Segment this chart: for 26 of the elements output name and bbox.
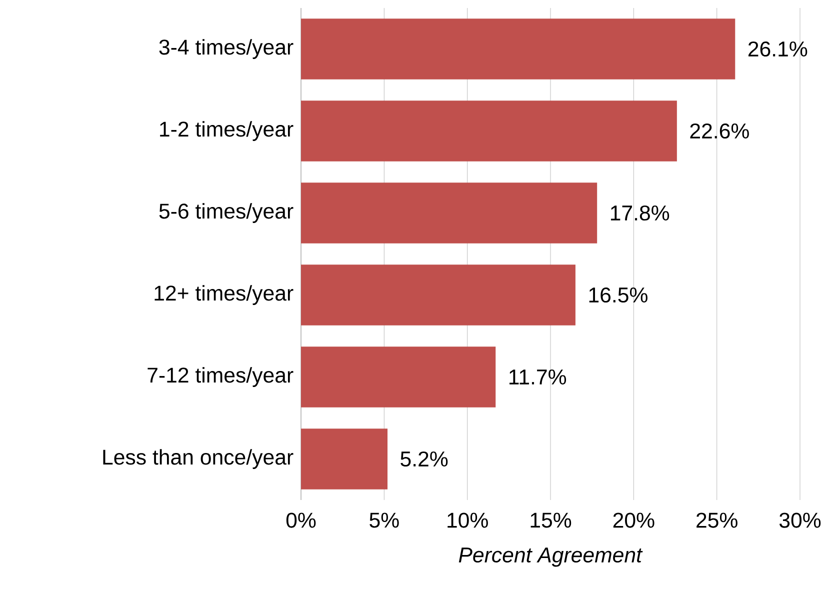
bar <box>301 264 576 326</box>
data-label: 17.8% <box>610 205 670 221</box>
y-tick-label: 12+ times/year <box>154 285 294 305</box>
x-axis-title: Percent Agreement <box>458 548 643 567</box>
bar <box>301 18 736 80</box>
data-label: 5.2% <box>400 451 448 467</box>
x-tick-label: 15% <box>530 512 572 528</box>
x-tick-label: 25% <box>696 512 738 528</box>
bar <box>301 100 677 162</box>
y-tick-label: 1-2 times/year <box>160 121 294 141</box>
y-tick-label: 3-4 times/year <box>159 39 294 59</box>
x-tick-label: 10% <box>448 512 488 528</box>
x-tick-label: 5% <box>370 512 399 528</box>
data-label: 16.5% <box>589 287 648 303</box>
x-tick-label: 20% <box>613 512 654 528</box>
data-label: 22.6% <box>690 123 749 139</box>
y-tick-label: 5-6 times/year <box>159 203 294 223</box>
x-tick-label: 0% <box>286 512 316 528</box>
y-tick-label: 7-12 times/year <box>148 367 294 387</box>
bar <box>301 346 496 408</box>
data-label: 26.1% <box>748 41 808 57</box>
y-tick-label: Less than once/year <box>103 449 294 469</box>
bar <box>301 428 388 490</box>
bar <box>301 182 598 244</box>
x-tick-label: 30% <box>779 512 821 528</box>
data-label: 11.7% <box>510 370 566 384</box>
